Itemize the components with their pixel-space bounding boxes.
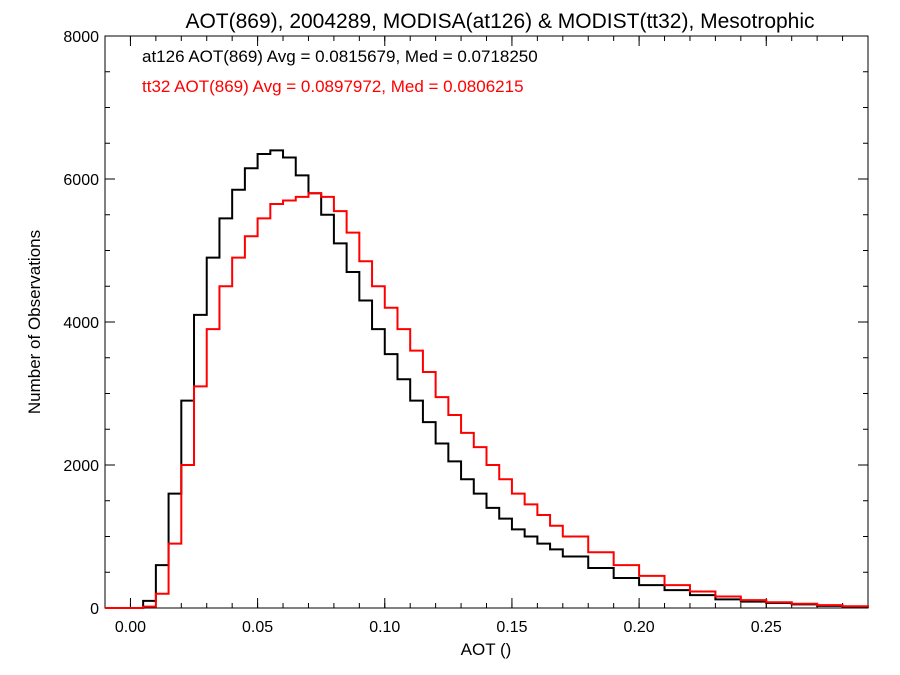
y-tick-label: 4000 [63, 315, 99, 332]
y-tick-label: 0 [90, 601, 99, 618]
series-layer [105, 149, 869, 609]
y-tick-label: 8000 [63, 29, 99, 46]
x-tick-label: 0.05 [242, 619, 273, 636]
y-axis: 0 2000 4000 6000 8000 [63, 29, 868, 618]
y-tick-label: 6000 [63, 172, 99, 189]
chart-title: AOT(869), 2004289, MODISA(at126) & MODIS… [185, 10, 814, 33]
series-at126-line [105, 149, 869, 609]
tt32-stats-annotation: tt32 AOT(869) Avg = 0.0897972, Med = 0.0… [142, 77, 524, 96]
series-tt32-line [105, 192, 869, 609]
y-tick-label: 2000 [63, 458, 99, 475]
x-tick-label: 0.15 [496, 619, 527, 636]
y-axis-label: Number of Observations [25, 230, 44, 414]
x-tick-label: 0.20 [624, 619, 655, 636]
x-tick-label: 0.10 [369, 619, 400, 636]
x-tick-label: 0.00 [115, 619, 146, 636]
x-axis: 0.00 0.05 0.10 0.15 0.20 0.25 [104, 36, 869, 636]
x-tick-label: 0.25 [751, 619, 782, 636]
x-axis-label: AOT () [461, 640, 512, 659]
at126-stats-annotation: at126 AOT(869) Avg = 0.0815679, Med = 0.… [142, 47, 538, 66]
